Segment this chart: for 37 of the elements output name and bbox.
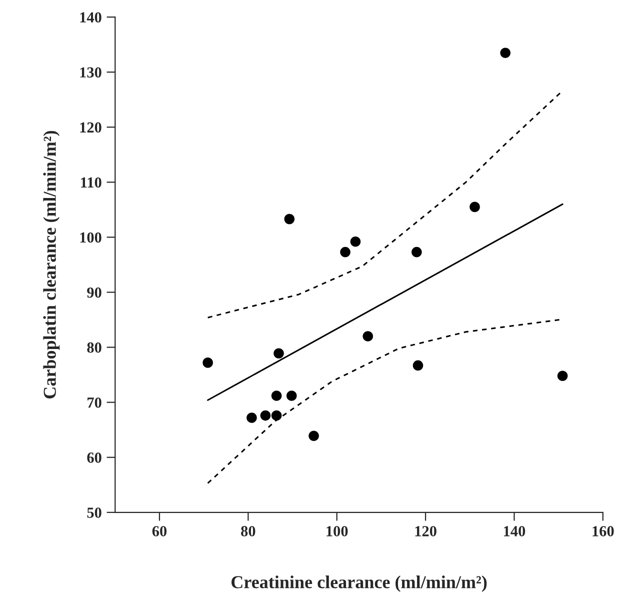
point xyxy=(274,348,284,358)
point xyxy=(470,202,480,212)
point xyxy=(340,246,350,258)
point xyxy=(412,360,424,371)
y-tick-label: 120 xyxy=(80,122,102,133)
point xyxy=(260,410,271,421)
y-tick-label: 100 xyxy=(80,232,102,243)
x-tick-label: 140 xyxy=(504,526,526,536)
y-tick-label: 90 xyxy=(87,287,102,298)
point xyxy=(271,410,282,421)
point xyxy=(362,331,374,342)
point xyxy=(286,390,297,401)
y-tick-label: 50 xyxy=(87,508,102,518)
x-tick-label: 100 xyxy=(326,526,348,536)
y-tick-label: 110 xyxy=(81,177,102,188)
point xyxy=(271,390,282,401)
point xyxy=(202,358,213,368)
line-series xyxy=(207,319,560,484)
y-tick-label: 60 xyxy=(87,452,102,463)
y-tick-label: 70 xyxy=(88,397,102,408)
y-axis-title: Carboplatin clearance (ml/min/m²) xyxy=(43,130,60,398)
point xyxy=(284,214,295,224)
point xyxy=(350,236,361,247)
x-tick-label: 120 xyxy=(415,526,436,536)
point xyxy=(500,48,510,58)
y-tick-label: 140 xyxy=(80,12,102,23)
point xyxy=(557,370,568,382)
x-axis-title: Creatinine clearance (ml/min/m²) xyxy=(232,576,487,592)
x-tick-label: 60 xyxy=(152,526,167,536)
x-tick-label: 160 xyxy=(592,526,614,536)
point xyxy=(308,430,319,442)
x-tick-label: 80 xyxy=(241,526,256,536)
point xyxy=(246,412,257,423)
line-series xyxy=(207,92,562,318)
point xyxy=(412,246,422,258)
y-tick-label: 80 xyxy=(87,342,102,353)
y-tick-label: 130 xyxy=(80,67,102,78)
